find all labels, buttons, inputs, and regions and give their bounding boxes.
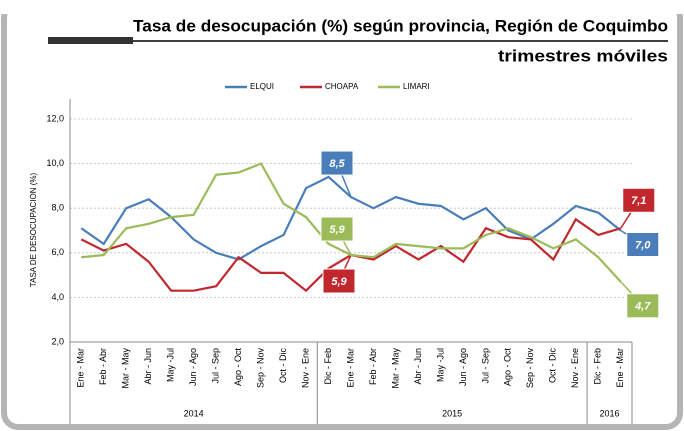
- x-tick-label: Jun - Ago: [458, 348, 468, 386]
- group-label: 2015: [442, 408, 462, 418]
- y-tick-label: 4,0: [51, 292, 64, 302]
- x-tick-label: May -Jul: [435, 348, 445, 382]
- data-label: 5,9: [331, 276, 347, 288]
- x-tick-label: Oct - Dic: [548, 348, 558, 383]
- chart-subtitle: trimestres móviles: [498, 46, 668, 65]
- x-tick-label: Ago - Oct: [233, 348, 243, 387]
- legend-label: ELQUI: [250, 82, 274, 91]
- x-tick-label: Jul - Sep: [210, 348, 220, 384]
- x-tick-label: Abr - Jun: [143, 348, 153, 385]
- legend-label: LIMARI: [403, 82, 430, 91]
- y-tick-label: 12,0: [46, 113, 64, 123]
- y-tick-label: 10,0: [46, 158, 64, 168]
- callout-box: [622, 187, 656, 213]
- x-tick-label: Dic - Feb: [323, 348, 333, 385]
- callout-box: [320, 150, 354, 176]
- x-tick-label: Ene - Mar: [76, 348, 86, 388]
- x-tick-label: Sep - Nov: [525, 348, 535, 389]
- data-label: 8,5: [329, 158, 345, 170]
- x-tick-label: Oct - Dic: [278, 348, 288, 383]
- callout-box: [626, 232, 660, 257]
- data-label: 5,9: [329, 224, 345, 236]
- header-bg: [0, 0, 684, 14]
- x-tick-label: Ene - Mar: [345, 348, 355, 388]
- x-tick-label: Mar - May: [121, 348, 131, 389]
- group-label: 2016: [600, 408, 620, 418]
- title-bar: [48, 37, 133, 44]
- x-tick-label: Ago - Oct: [503, 348, 513, 387]
- x-tick-label: Sep - Nov: [255, 348, 265, 389]
- chart-title: Tasa de desocupación (%) según provincia…: [133, 16, 668, 35]
- x-tick-label: Ene - Mar: [615, 348, 625, 388]
- x-tick-label: Jun - Ago: [188, 348, 198, 386]
- group-label: 2014: [184, 408, 204, 418]
- x-tick-label: Jul - Sep: [480, 348, 490, 384]
- x-tick-label: Dic - Feb: [593, 348, 603, 385]
- x-tick-label: May -Jul: [166, 348, 176, 382]
- data-label: 4,7: [634, 301, 651, 313]
- x-tick-label: Nov - Ene: [570, 348, 580, 388]
- y-tick-label: 8,0: [51, 203, 64, 213]
- legend-label: CHOAPA: [325, 82, 359, 91]
- callout-box: [322, 268, 356, 294]
- x-tick-label: Abr - Jun: [413, 348, 423, 385]
- x-tick-label: Feb - Abr: [368, 348, 378, 385]
- y-axis-label: TASA DE DESOCUPACION (%): [29, 172, 38, 287]
- callout-box: [320, 216, 354, 242]
- data-label: 7,1: [631, 195, 646, 207]
- callout-box: [626, 293, 660, 319]
- x-tick-label: Nov - Ene: [300, 348, 310, 388]
- data-label: 7,0: [635, 239, 651, 251]
- x-tick-label: Feb - Abr: [98, 348, 108, 385]
- y-tick-label: 2,0: [51, 336, 64, 346]
- y-tick-label: 6,0: [51, 247, 64, 257]
- x-tick-label: Mar - May: [390, 348, 400, 389]
